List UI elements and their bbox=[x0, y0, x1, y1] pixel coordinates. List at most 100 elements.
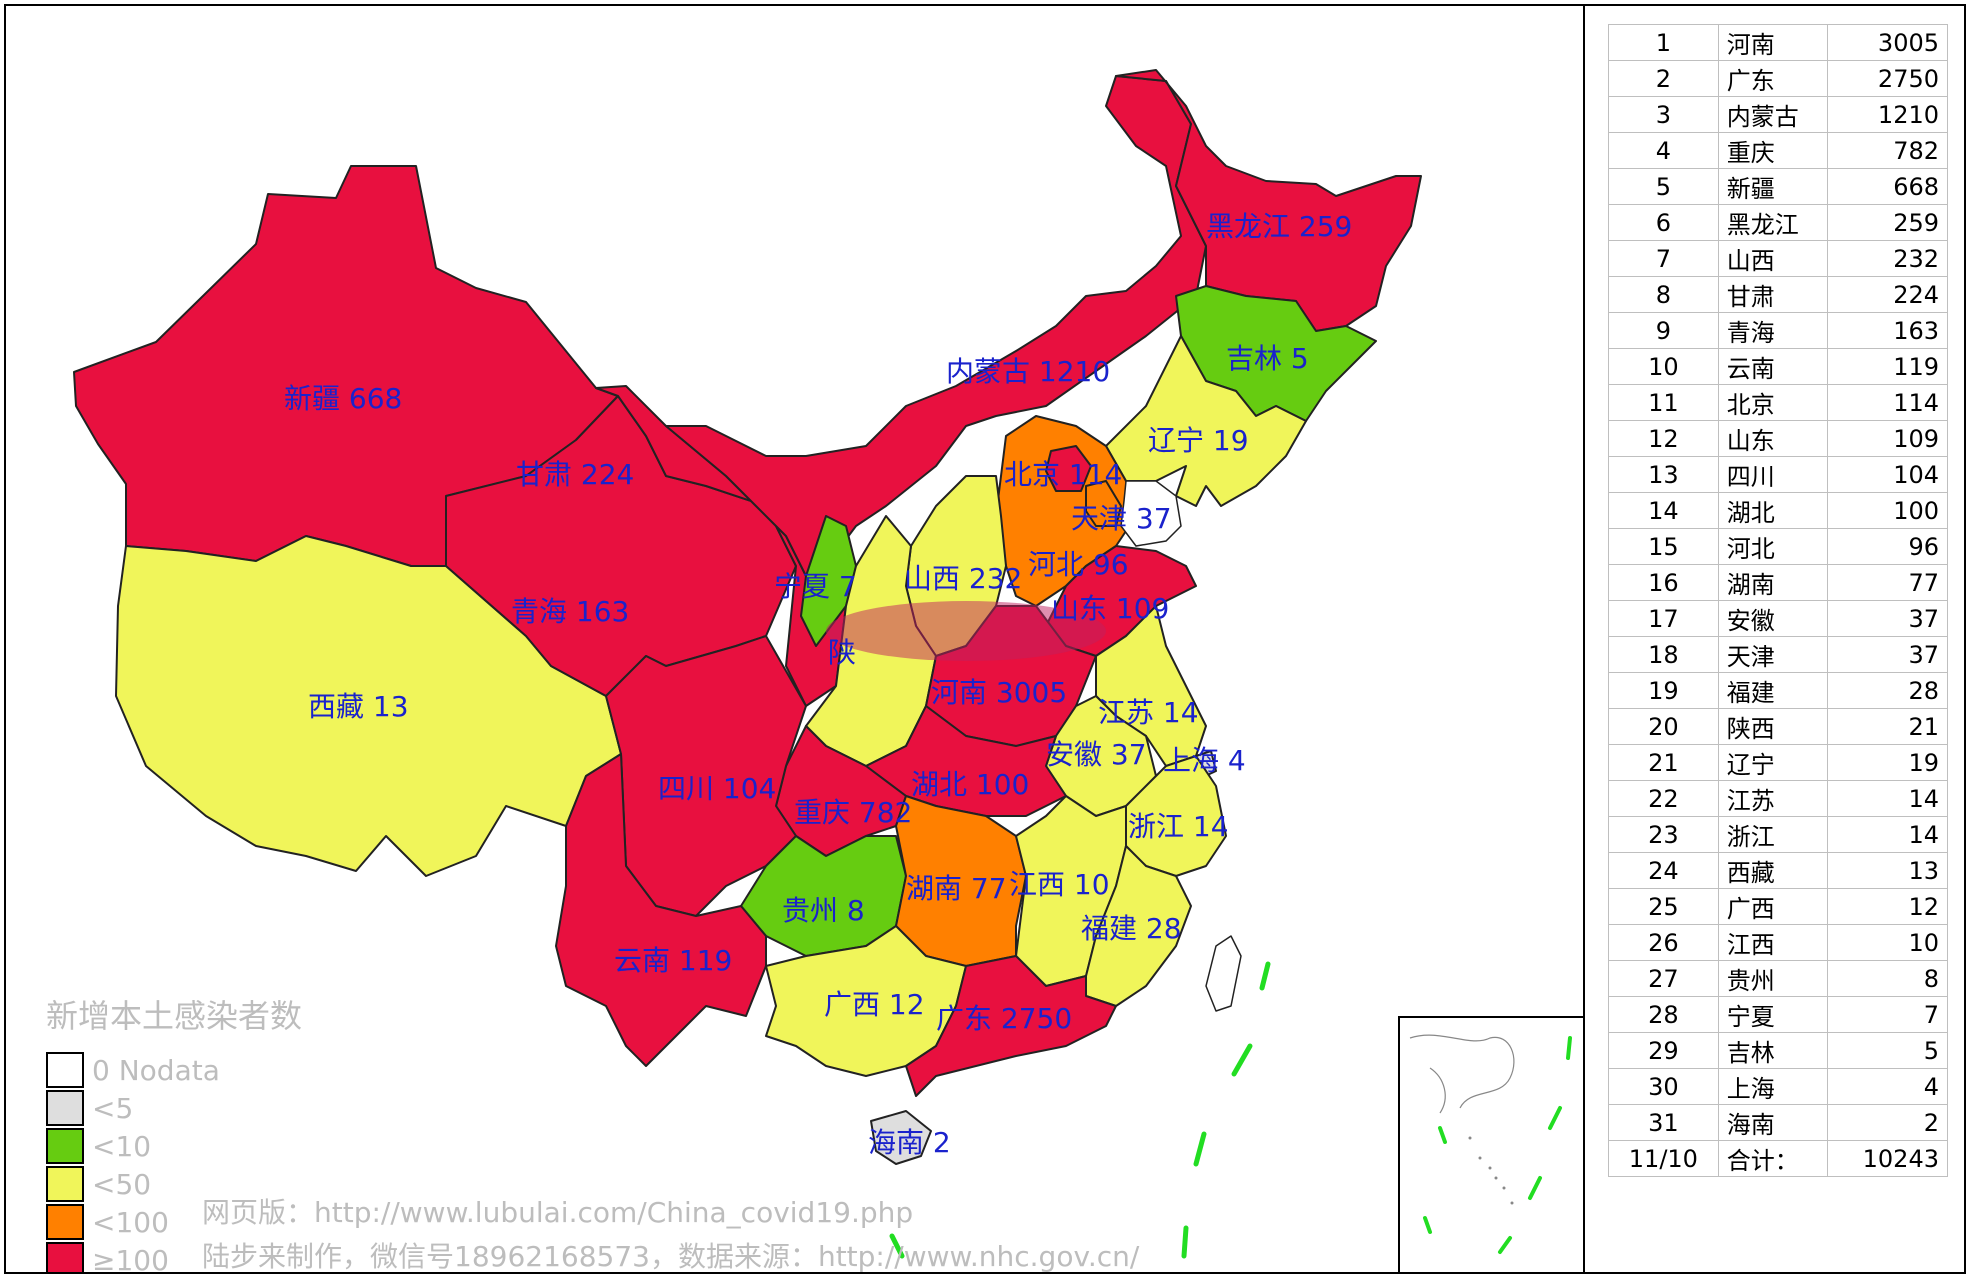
legend-swatch bbox=[46, 1090, 84, 1126]
rank-cell: 10 bbox=[1608, 348, 1719, 385]
province-cell: 山东 bbox=[1717, 420, 1829, 457]
label-heilongjiang: 黑龙江 259 bbox=[1206, 210, 1352, 243]
inset-map bbox=[1409, 1034, 1572, 1254]
ranking-row: 27 贵州 8 bbox=[1608, 960, 1948, 997]
ranking-row: 25 广西 12 bbox=[1608, 888, 1948, 925]
count-cell: 37 bbox=[1827, 600, 1948, 637]
rank-cell: 3 bbox=[1608, 96, 1719, 133]
province-cell: 四川 bbox=[1717, 456, 1829, 493]
taiwan-outline bbox=[1205, 935, 1242, 1012]
map-area: 新疆 668 西藏 13 青海 163 甘肃 224 内蒙古 1210 黑龙江 … bbox=[6, 6, 1584, 1274]
region-guangdong bbox=[905, 955, 1117, 1097]
label-tianjin: 天津 37 bbox=[1071, 502, 1172, 535]
count-cell: 37 bbox=[1827, 636, 1948, 673]
label-zhejiang: 浙江 14 bbox=[1128, 810, 1229, 843]
province-cell: 内蒙古 bbox=[1717, 96, 1829, 133]
count-cell: 259 bbox=[1827, 204, 1948, 241]
rank-cell: 8 bbox=[1608, 276, 1719, 313]
label-anhui: 安徽 37 bbox=[1046, 738, 1147, 771]
province-cell: 重庆 bbox=[1717, 132, 1829, 169]
ranking-row: 1 河南 3005 bbox=[1608, 24, 1948, 61]
legend-swatch bbox=[46, 1204, 84, 1240]
ranking-row: 30 上海 4 bbox=[1608, 1068, 1948, 1105]
ranking-row: 14 湖北 100 bbox=[1608, 492, 1948, 529]
count-cell: 232 bbox=[1827, 240, 1948, 277]
rank-cell: 18 bbox=[1608, 636, 1719, 673]
province-cell: 宁夏 bbox=[1717, 996, 1829, 1033]
rank-cell: 21 bbox=[1608, 744, 1719, 781]
label-jiangxi: 江西 10 bbox=[1009, 868, 1110, 901]
figure-frame: 新疆 668 西藏 13 青海 163 甘肃 224 内蒙古 1210 黑龙江 … bbox=[4, 4, 1966, 1274]
province-cell: 河北 bbox=[1717, 528, 1829, 565]
ranking-row: 9 青海 163 bbox=[1608, 312, 1948, 349]
label-hainan: 海南 2 bbox=[868, 1126, 951, 1159]
sea-boundary-dashes bbox=[889, 961, 1271, 1259]
province-cell: 湖北 bbox=[1717, 492, 1829, 529]
label-ningxia: 宁夏 7 bbox=[774, 570, 857, 603]
label-gansu: 甘肃 224 bbox=[516, 458, 634, 491]
rank-cell: 13 bbox=[1608, 456, 1719, 493]
map-smudge bbox=[826, 601, 1106, 661]
region-qinghai bbox=[445, 395, 797, 697]
legend-item-lt50: <50 bbox=[46, 1165, 302, 1203]
province-cell: 河南 bbox=[1717, 24, 1829, 61]
rank-cell: 11 bbox=[1608, 384, 1719, 421]
province-cell: 吉林 bbox=[1717, 1032, 1829, 1069]
rank-cell: 15 bbox=[1608, 528, 1719, 565]
panel-divider bbox=[1583, 6, 1585, 1272]
province-cell: 浙江 bbox=[1717, 816, 1829, 853]
ranking-row: 3 内蒙古 1210 bbox=[1608, 96, 1948, 133]
count-cell: 19 bbox=[1827, 744, 1948, 781]
province-cell: 福建 bbox=[1717, 672, 1829, 709]
credits: 网页版：http://www.lubulai.com/China_covid19… bbox=[202, 1191, 1140, 1273]
region-yunnan bbox=[555, 753, 767, 1067]
ranking-row: 31 海南 2 bbox=[1608, 1104, 1948, 1141]
count-cell: 668 bbox=[1827, 168, 1948, 205]
legend-item-lt100: <100 bbox=[46, 1203, 302, 1241]
ranking-row: 28 宁夏 7 bbox=[1608, 996, 1948, 1033]
legend-swatch bbox=[46, 1052, 84, 1088]
rank-cell: 5 bbox=[1608, 168, 1719, 205]
rank-cell: 1 bbox=[1608, 24, 1719, 61]
count-cell: 163 bbox=[1827, 312, 1948, 349]
ranking-row: 26 江西 10 bbox=[1608, 924, 1948, 961]
label-xizang: 西藏 13 bbox=[308, 690, 409, 723]
credit-author-source: 陆步来制作，微信号18962168573，数据来源：http://www.nhc… bbox=[202, 1240, 1140, 1273]
ranking-row: 22 江苏 14 bbox=[1608, 780, 1948, 817]
legend-label: <100 bbox=[92, 1205, 169, 1239]
label-henan: 河南 3005 bbox=[931, 676, 1067, 709]
province-cell: 云南 bbox=[1717, 348, 1829, 385]
legend-item-lt5: <5 bbox=[46, 1089, 302, 1127]
label-hunan: 湖南 77 bbox=[906, 872, 1007, 905]
south-china-sea-inset bbox=[1398, 1016, 1584, 1272]
rank-cell: 17 bbox=[1608, 600, 1719, 637]
rank-cell: 29 bbox=[1608, 1032, 1719, 1069]
count-cell: 3005 bbox=[1827, 24, 1948, 61]
label-guizhou: 贵州 8 bbox=[782, 894, 865, 927]
ranking-row: 19 福建 28 bbox=[1608, 672, 1948, 709]
count-cell: 224 bbox=[1827, 276, 1948, 313]
ranking-row: 20 陕西 21 bbox=[1608, 708, 1948, 745]
province-cell: 辽宁 bbox=[1717, 744, 1829, 781]
province-cell: 广东 bbox=[1717, 60, 1829, 97]
region-beijing bbox=[1045, 445, 1092, 492]
count-cell: 14 bbox=[1827, 816, 1948, 853]
ranking-row: 13 四川 104 bbox=[1608, 456, 1948, 493]
rank-cell: 23 bbox=[1608, 816, 1719, 853]
ranking-row: 4 重庆 782 bbox=[1608, 132, 1948, 169]
ranking-row: 15 河北 96 bbox=[1608, 528, 1948, 565]
legend-item-ge100: ≥100 bbox=[46, 1241, 302, 1274]
rank-cell: 20 bbox=[1608, 708, 1719, 745]
label-qinghai: 青海 163 bbox=[511, 595, 629, 628]
legend-label: ≥100 bbox=[92, 1243, 169, 1274]
province-cell: 黑龙江 bbox=[1717, 204, 1829, 241]
label-chongqing: 重庆 782 bbox=[794, 796, 912, 829]
count-cell: 119 bbox=[1827, 348, 1948, 385]
label-hebei: 河北 96 bbox=[1028, 548, 1129, 581]
legend-swatch bbox=[46, 1166, 84, 1202]
rank-cell: 30 bbox=[1608, 1068, 1719, 1105]
province-cell: 青海 bbox=[1717, 312, 1829, 349]
count-cell: 100 bbox=[1827, 492, 1948, 529]
ranking-row: 10 云南 119 bbox=[1608, 348, 1948, 385]
count-cell: 5 bbox=[1827, 1032, 1948, 1069]
